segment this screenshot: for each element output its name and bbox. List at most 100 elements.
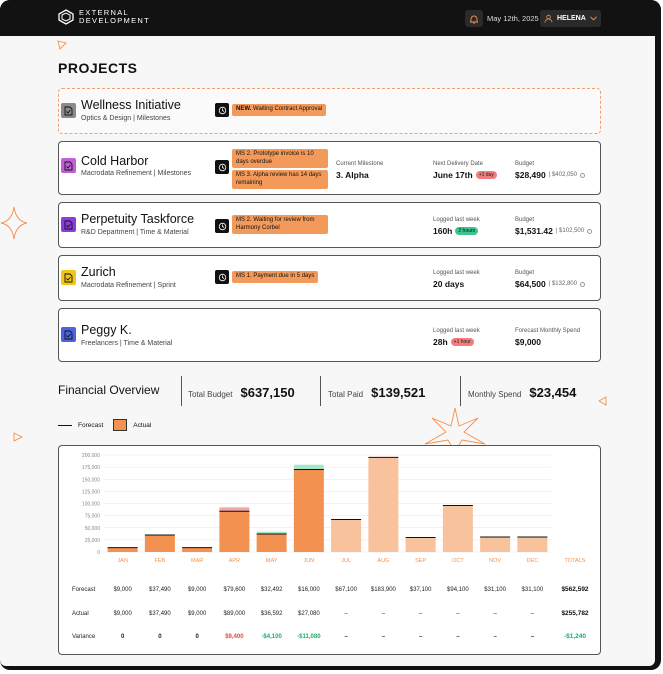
notifications-button[interactable] [465,10,483,27]
project-card-wellness[interactable]: Wellness Initiative Optics & Design | Mi… [58,88,601,134]
divider [320,376,321,406]
milestone-label: Current Milestone [336,161,384,167]
variance-cap [256,531,287,535]
delay-badge: +1 day [475,171,497,179]
table-cell: – [344,634,348,640]
table-cell: $79,600 [224,587,246,593]
row-total: $255,782 [561,610,588,617]
total-budget-stat: Total Budget $637,150 [188,385,295,400]
sparkle-decoration-icon [0,206,28,240]
table-cell: $9,400 [225,634,244,640]
forecast-legend-swatch [58,424,72,426]
table-cell: $36,592 [261,611,283,617]
table-cell: 0 [158,634,162,640]
y-tick-label: 125,000 [82,489,100,495]
financial-chart-card: 0 25,000 50,000 75,000 100,000 125,000 150,000… [58,445,601,655]
document-check-icon [64,106,73,115]
chevron-down-icon [589,16,597,21]
x-tick-label: JAN [117,558,127,564]
table-cell: -$11,080 [297,634,321,640]
project-alert[interactable]: MS 2. Prototype invoice is 10 days overd… [215,149,328,189]
y-tick-label: 175,000 [82,465,100,471]
clock-history-icon [218,222,226,230]
alert-icon [215,270,229,284]
x-tick-label: NOV [489,558,501,564]
table-cell: $37,490 [149,611,171,617]
variance-cap [219,507,250,512]
table-cell: – [456,611,460,617]
monthly-chart: 0 25,000 50,000 75,000 100,000 125,000 150,000… [72,453,589,640]
table-cell: -$4,100 [261,634,282,640]
alert-icon [215,160,229,174]
project-card-perpetuity[interactable]: Perpetuity Taskforce R&D Department | Ti… [58,202,601,248]
clock-history-icon [218,273,226,281]
logged-value: 160h [433,226,453,236]
table-cell: $183,900 [371,587,397,593]
project-icon [61,327,76,342]
milestone-value: 3. Alpha [336,170,369,180]
table-cell: $37,490 [149,587,171,593]
star-decoration-icon [424,407,486,452]
table-cell: $31,100 [522,587,544,593]
info-icon[interactable] [587,228,593,234]
alert-text: Waiting Contract Approval [251,106,323,112]
project-title: Peggy K. [81,323,132,337]
variance-cap [293,464,324,470]
bar-jun [293,469,324,552]
project-alert[interactable]: NEW. Waiting Contract Approval [215,103,327,117]
budget-value: $28,490 [515,170,546,180]
logged-last-week: Logged last week 28h +1 hour [433,328,480,347]
total-paid-label: Total Paid [328,390,364,399]
budget-value: $64,500 [515,279,546,289]
budget-value: $1,531.42 [515,226,553,236]
row-label: Forecast [72,587,96,593]
y-tick-label: 75,000 [85,514,101,520]
info-icon[interactable] [580,172,585,178]
budget-total: | $402,050 [548,172,577,178]
page-title: PROJECTS [58,60,138,76]
clock-history-icon [218,106,226,114]
user-menu-button[interactable]: HELENA [540,10,601,27]
logged-label: Logged last week [433,270,480,276]
chart-legend: Forecast Actual [58,419,151,431]
total-paid-stat: Total Paid $139,521 [328,385,425,400]
bar-jul [331,519,362,552]
x-tick-label: DEC [527,558,539,564]
project-alert[interactable]: MS 2. Waiting for review from Harmony Co… [215,215,328,234]
monthly-spend-stat: Monthly Spend $23,454 [468,385,576,400]
budget: Budget $28,490 | $402,050 [515,161,585,180]
info-icon[interactable] [580,281,585,287]
bar-jan [107,547,138,552]
bar-may [256,534,287,552]
project-alert[interactable]: MS 1. Payment due in 5 days [215,270,319,284]
project-title: Perpetuity Taskforce [81,212,195,226]
row-total: $562,592 [561,586,588,593]
bar-dec [517,536,548,552]
x-tick-label: MAY [266,558,278,564]
budget-label: Budget [515,161,535,167]
logo[interactable]: External Development [58,9,150,25]
bar-feb [144,535,175,552]
table-cell: $32,492 [261,587,283,593]
bar-apr [219,511,250,552]
totals-header: TOTALS [565,558,586,564]
budget-label: Forecast Monthly Spend [515,328,581,334]
project-title: Zurich [81,265,116,279]
alert-bold: NEW. [236,106,252,112]
monthly-spend-value: $23,454 [529,385,577,400]
budget-total: | $132,800 [548,281,577,287]
project-card-zurich[interactable]: Zurich Macrodata Refinement | Sprint MS … [58,255,601,301]
budget-label: Budget [515,217,535,223]
project-subtitle: Macrodata Refinement | Sprint [81,282,176,289]
logged-value: 20 days [433,279,465,289]
logged-last-week: Logged last week 20 days [433,270,480,289]
current-date: May 12th, 2025 [487,14,539,23]
project-card-peggy[interactable]: Peggy K. Freelancers | Time & Material L… [58,308,601,362]
table-cell: $16,000 [298,587,320,593]
y-tick-label: 50,000 [85,526,101,532]
monthly-spend-label: Monthly Spend [468,390,522,399]
project-card-cold-harbor[interactable]: Cold Harbor Macrodata Refinement | Miles… [58,141,601,195]
table-cell: – [419,634,423,640]
y-tick-label: 100,000 [82,502,100,508]
